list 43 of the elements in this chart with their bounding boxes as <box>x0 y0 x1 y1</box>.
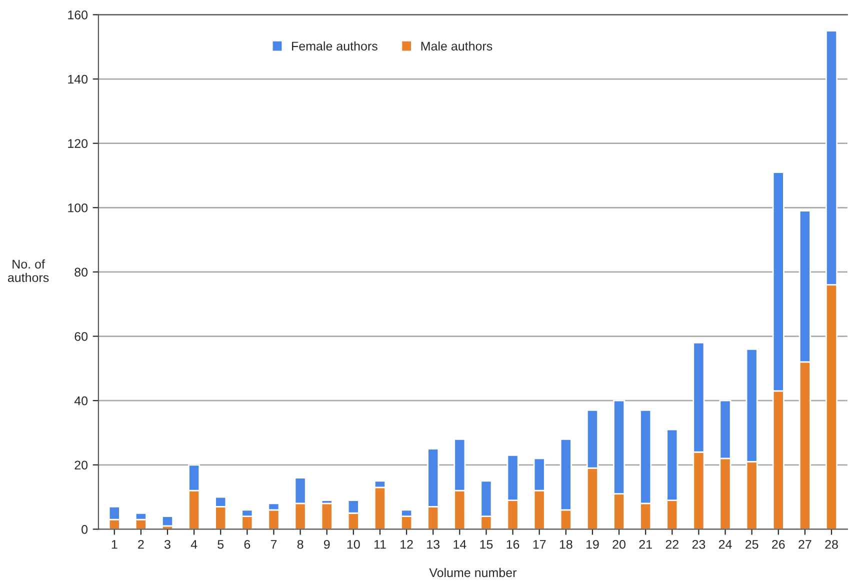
y-tick-label: 40 <box>74 396 88 406</box>
x-tick-label: 7 <box>270 540 277 549</box>
x-axis-title: Volume number <box>429 568 517 578</box>
x-tick-label: 15 <box>480 540 493 549</box>
y-tick-label: 160 <box>68 10 88 20</box>
y-tick-label: 80 <box>74 268 88 277</box>
x-tick-label: 9 <box>324 540 330 549</box>
x-tick-label: 28 <box>825 540 838 549</box>
x-tick-label: 20 <box>612 540 626 549</box>
x-tick-label: 22 <box>666 540 678 549</box>
x-tick-label: 6 <box>244 540 250 549</box>
x-tick-label: 23 <box>692 540 706 549</box>
x-tick-label: 4 <box>190 540 198 549</box>
x-tick-label: 19 <box>586 540 599 549</box>
x-tick-label: 25 <box>746 540 758 549</box>
y-tick-label: 60 <box>74 332 88 341</box>
x-tick-label: 16 <box>506 540 520 549</box>
x-tick-label: 5 <box>218 540 224 549</box>
y-tick-label: 100 <box>68 203 88 212</box>
x-tick-label: 3 <box>164 540 170 549</box>
x-tick-label: 1 <box>112 540 118 549</box>
x-tick-label: 27 <box>798 540 812 549</box>
x-tick-label: 8 <box>297 540 304 549</box>
y-tick-label: 120 <box>68 139 88 148</box>
x-tick-label: 24 <box>718 540 732 549</box>
x-tick-label: 17 <box>533 540 546 549</box>
x-tick-label: 2 <box>138 540 144 549</box>
x-tick-label: 10 <box>347 540 360 549</box>
legend-label: Female authors <box>292 41 378 51</box>
x-tick-label: 14 <box>454 540 466 549</box>
x-tick-label: 18 <box>560 540 572 549</box>
y-tick-label: 0 <box>82 525 88 534</box>
x-tick-label: 26 <box>772 540 785 549</box>
y-tick-label: 140 <box>68 74 88 84</box>
y-axis-title: No. of authors <box>8 259 49 282</box>
x-tick-label: 13 <box>427 540 440 549</box>
x-tick-label: 11 <box>374 540 386 549</box>
x-tick-label: 12 <box>400 540 413 549</box>
bar <box>320 502 333 530</box>
bar <box>161 516 174 527</box>
legend-label: Male authors <box>421 41 492 51</box>
x-tick-label: 21 <box>639 540 652 549</box>
y-tick-label: 20 <box>74 460 88 470</box>
